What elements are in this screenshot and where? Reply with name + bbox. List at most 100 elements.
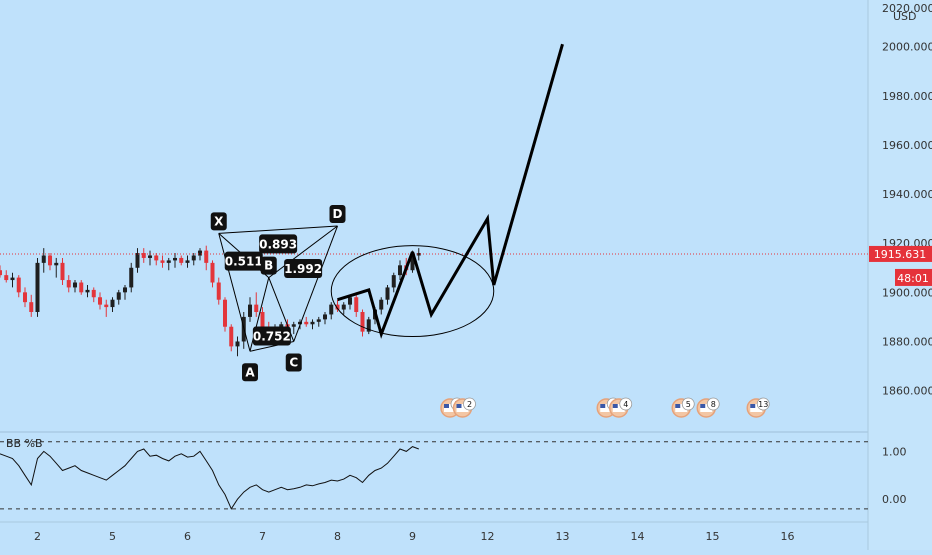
time-tick-label: 8: [334, 530, 341, 543]
candle-body: [379, 299, 384, 310]
candle-body: [198, 250, 202, 256]
pattern-point-box: [242, 363, 258, 382]
indicator-line: [0, 446, 419, 510]
candle-body: [16, 277, 21, 293]
time-tick-label: 5: [109, 530, 116, 543]
candle-body: [291, 324, 296, 327]
pattern-point-box: [260, 256, 277, 275]
event-flag-stripes: [444, 404, 456, 412]
indicator-tick-label: 1.00: [882, 445, 907, 458]
candle-body: [185, 260, 190, 263]
candle-body: [129, 267, 134, 288]
candle-body: [110, 299, 115, 308]
top-price-label: 2020.000: [882, 2, 932, 15]
ratio-label: 0.752: [253, 330, 291, 344]
candle-body: [348, 297, 352, 305]
event-flag-stripes: [456, 404, 469, 412]
event-flag-stripes: [600, 404, 613, 412]
candle-body: [254, 304, 259, 312]
event-count-badge: [756, 397, 770, 411]
event-flag-stripes: [700, 404, 713, 412]
candle-body: [223, 299, 227, 327]
event-count-badge: [619, 397, 633, 411]
pattern-leg: [293, 225, 338, 342]
price-tick-label: 1900.000: [882, 286, 932, 299]
event-count-label: 5: [686, 400, 691, 409]
candle-body: [354, 297, 359, 312]
candle-body: [260, 311, 265, 327]
candle-body: [335, 304, 340, 310]
candle-body: [210, 262, 215, 283]
candle-body: [216, 282, 221, 300]
candle-body: [316, 319, 321, 322]
candle-body: [41, 255, 46, 263]
candle-body: [416, 253, 421, 256]
candle-body: [160, 260, 165, 263]
time-tick-label: 14: [631, 530, 645, 543]
candle-body: [148, 255, 152, 258]
candle-body: [10, 277, 15, 281]
candle-body: [66, 280, 71, 288]
candle-body: [141, 253, 146, 258]
candle-body: [173, 257, 177, 261]
candle-body: [23, 292, 27, 303]
candle-body: [391, 275, 396, 288]
pattern-point-label: A: [245, 365, 255, 379]
candle-body: [360, 311, 365, 332]
candle-body: [135, 253, 140, 268]
pattern-point-label: D: [333, 207, 343, 221]
candle-body: [323, 314, 327, 320]
event-flag-canton: [444, 404, 449, 408]
indicator-name: BB %B: [6, 437, 43, 450]
last-price-label: 1915.631: [874, 248, 927, 261]
time-tick-label: 2: [34, 530, 41, 543]
ratio-box: [224, 251, 263, 271]
pattern-leg: [218, 225, 338, 234]
currency-label: USD: [893, 10, 917, 23]
candle-body: [329, 304, 334, 315]
zigzag-path: [337, 251, 414, 339]
event-count-badge: [463, 397, 476, 411]
candle-body: [310, 321, 315, 325]
candle-body: [4, 275, 9, 281]
event-count-label: 2: [467, 400, 472, 409]
pattern-point-label: C: [289, 355, 298, 369]
candle-body: [179, 257, 184, 263]
event-flag-canton: [612, 404, 618, 408]
candle-body: [341, 304, 346, 310]
event-flag-canton: [700, 404, 706, 408]
projection-path: [411, 43, 564, 319]
candle-body: [60, 262, 65, 281]
candle-body: [35, 262, 40, 312]
event-count-badge: [681, 397, 695, 411]
candle-body: [398, 265, 402, 276]
time-tick-label: 9: [409, 530, 416, 543]
time-tick-label: 6: [184, 530, 191, 543]
pattern-point-box: [285, 353, 302, 372]
time-tick-label: 15: [706, 530, 720, 543]
ratio-label: 1.992: [284, 262, 322, 276]
candle-body: [204, 250, 209, 263]
time-tick-label: 13: [556, 530, 570, 543]
candle-body: [191, 255, 196, 261]
indicator-tick-label: 0.00: [882, 493, 907, 506]
candle-body: [154, 255, 159, 261]
candle-body: [229, 326, 234, 347]
event-flag-stripes: [675, 404, 688, 412]
event-flag-canton: [675, 404, 681, 408]
price-tick-label: 1880.000: [882, 335, 932, 348]
ratio-label: 0.511: [225, 255, 263, 269]
event-count-label: 13: [758, 400, 768, 409]
pattern-leg: [268, 225, 338, 279]
candle-body: [366, 319, 371, 332]
candle-body: [235, 341, 240, 347]
event-flag-stripes: [612, 404, 625, 412]
ratio-label: 0.893: [259, 237, 297, 251]
candle-body: [385, 287, 390, 300]
candle-body: [29, 302, 34, 312]
candle-body: [166, 260, 171, 263]
candle-body: [73, 282, 77, 288]
